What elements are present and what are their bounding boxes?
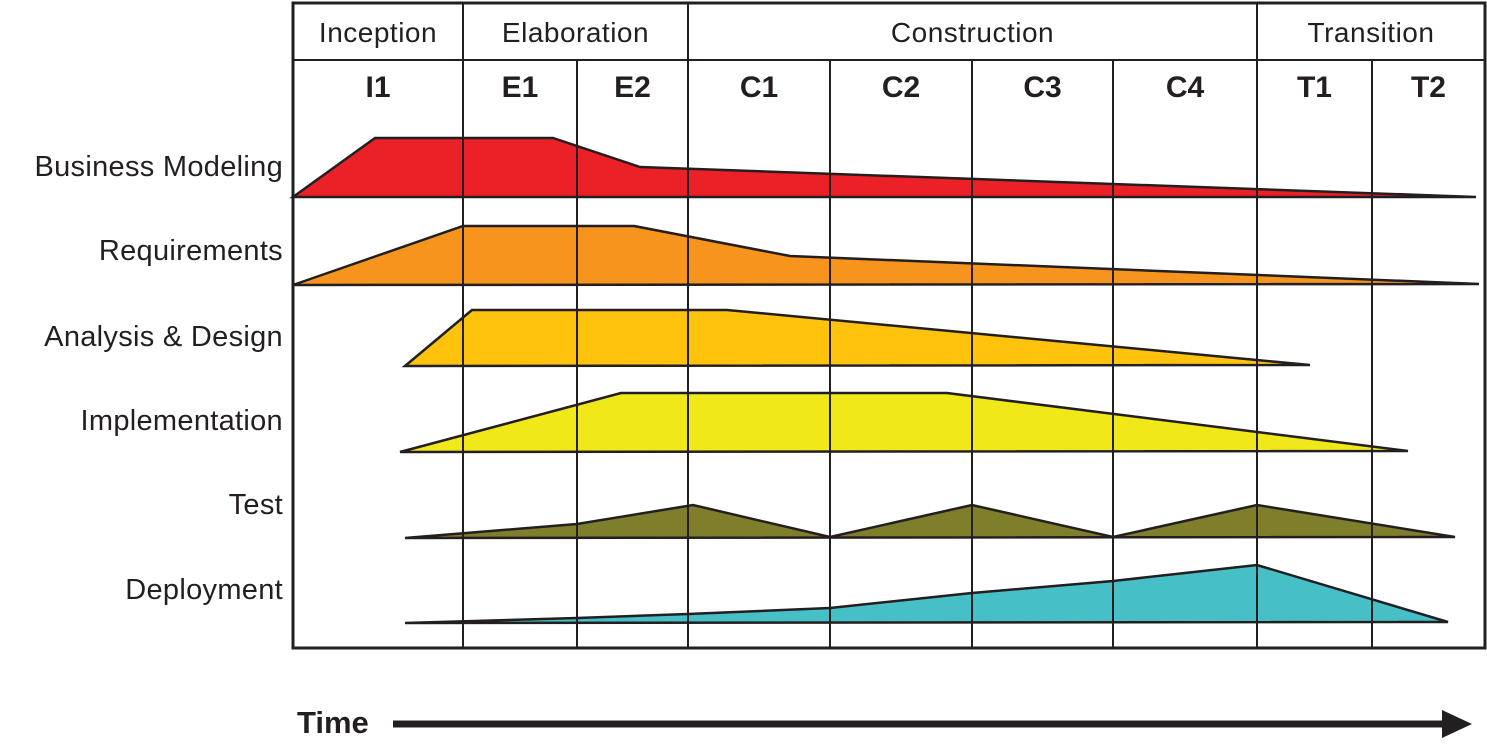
phase-header-construction: Construction xyxy=(890,17,1055,48)
iteration-header-c3: C3 xyxy=(1023,71,1062,104)
iteration-header-i1: I1 xyxy=(365,71,391,104)
discipline-label-requirements: Requirements xyxy=(98,234,283,267)
discipline-label-deployment: Deployment xyxy=(125,573,283,606)
time-axis-label: Time xyxy=(297,705,369,740)
iteration-header-e1: E1 xyxy=(501,71,539,104)
grid-border xyxy=(291,1,1487,650)
hump-implementation xyxy=(399,391,1409,454)
iteration-header-t1: T1 xyxy=(1296,71,1332,104)
hump-test xyxy=(404,503,1456,540)
time-arrow-icon xyxy=(393,710,1472,738)
iteration-header-c1: C1 xyxy=(739,71,779,104)
hump-analysis-design xyxy=(401,308,1311,368)
phase-header-transition: Transition xyxy=(1307,17,1435,48)
discipline-label-test: Test xyxy=(228,488,283,521)
iteration-header-e2: E2 xyxy=(614,71,651,104)
discipline-label-implementation: Implementation xyxy=(80,404,283,437)
phase-header-inception: Inception xyxy=(318,17,438,48)
discipline-label-analysis-design: Analysis & Design xyxy=(44,320,283,353)
phase-header-elaboration: Elaboration xyxy=(501,17,650,48)
time-arrow-head xyxy=(1442,710,1472,738)
iteration-header-c2: C2 xyxy=(881,71,921,104)
hump-deployment xyxy=(404,563,1449,625)
hump-requirements xyxy=(292,224,1480,287)
iteration-header-c4: C4 xyxy=(1165,71,1205,104)
time-axis: Time xyxy=(0,698,1487,747)
hump-business-modeling xyxy=(289,136,1477,199)
iteration-header-t2: T2 xyxy=(1410,71,1446,104)
discipline-label-business-modeling: Business Modeling xyxy=(34,150,283,183)
